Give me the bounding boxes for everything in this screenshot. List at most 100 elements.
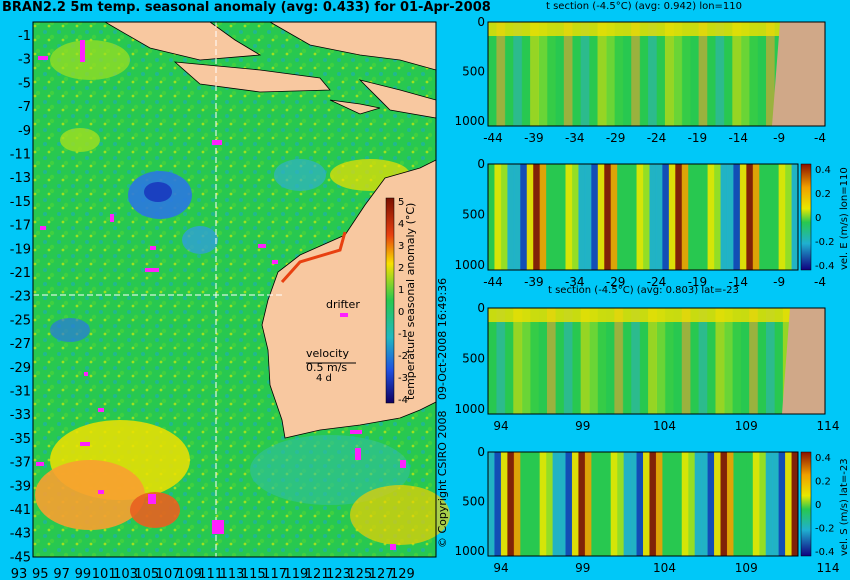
lon-tick-labels: 93 95 97 99 10110310510710911111311511711912…: [11, 567, 415, 580]
heatmap-cell: [631, 308, 641, 414]
heatmap-cell: [571, 164, 579, 270]
velocity-colorbar-tick: -0.2: [815, 524, 835, 535]
heatmap-cell: [578, 452, 586, 556]
x-tick-label: -19: [688, 131, 708, 145]
temp-colorbar-tick: 0: [398, 307, 404, 318]
heatmap-cell: [488, 22, 497, 126]
heatmap-cell: [668, 164, 676, 270]
heatmap-cell: [597, 22, 607, 126]
heatmap-cell: [578, 164, 586, 270]
heatmap-surface-layer: [488, 308, 825, 322]
heatmap-cell: [526, 164, 534, 270]
y-tick-label: 0: [477, 301, 485, 315]
heatmap-cell: [610, 452, 618, 556]
heatmap-cell: [636, 164, 644, 270]
heatmap-cell: [714, 164, 721, 270]
heatmap-cell: [759, 164, 767, 270]
section-land: [772, 22, 825, 126]
heatmap-cell: [546, 22, 556, 126]
heatmap-cell: [555, 308, 565, 414]
heatmap-cell: [739, 452, 747, 556]
heatmap-cell: [766, 308, 775, 414]
heatmap-cell: [530, 22, 540, 126]
x-tick-label: 94: [493, 419, 508, 433]
heatmap-cell: [723, 308, 733, 414]
heatmap-cell: [521, 308, 531, 414]
heatmap-cell: [785, 164, 793, 270]
lat-tick-label: -33: [10, 408, 31, 423]
lat-tick-label: -35: [10, 432, 31, 447]
warm-coast: [280, 231, 347, 284]
heatmap-cell: [539, 452, 547, 556]
lon-tick-label: 97: [53, 567, 70, 580]
y-tick-label: 500: [462, 65, 485, 79]
heatmap-cell: [740, 22, 750, 126]
heatmap-cell: [707, 22, 716, 126]
x-tick-label: 114: [817, 561, 840, 575]
map-frame: [32, 21, 437, 558]
x-tick-label: -9: [773, 131, 785, 145]
temp-colorbar-tick: 3: [398, 241, 404, 252]
velocity-colorbar-tick: 0.2: [815, 189, 831, 200]
x-tick-label: -24: [647, 275, 667, 289]
heatmap-cell: [715, 308, 725, 414]
lat-tick-label: -29: [10, 361, 31, 376]
lon-tick-label: 99: [75, 567, 92, 580]
heatmap-cell: [605, 308, 615, 414]
heatmap-cell: [752, 164, 760, 270]
x-tick-label: -9: [773, 275, 785, 289]
heatmap-cell: [604, 164, 612, 270]
heatmap-cell: [649, 452, 657, 556]
x-tick-label: 109: [735, 561, 758, 575]
heatmap-cell: [757, 308, 767, 414]
heatmap-cell: [655, 164, 663, 270]
heatmap-cell: [589, 308, 599, 414]
lat-tick-label: -31: [10, 385, 31, 400]
heatmap-cell: [513, 308, 523, 414]
velocity-colorbar-tick: -0.2: [815, 237, 835, 248]
x-tick-label: 104: [653, 419, 676, 433]
heatmap-cell: [765, 164, 773, 270]
heatmap-cell: [673, 22, 683, 126]
y-tick-label: 1000: [454, 114, 485, 128]
temp-colorbar-tick: -3: [398, 373, 408, 384]
heatmap-cell: [546, 452, 554, 556]
temp-colorbar-tick: -2: [398, 351, 408, 362]
velocity-colorbar-tick: 0.4: [815, 453, 831, 464]
lat-tick-label: -27: [10, 337, 31, 352]
section-land: [782, 308, 825, 414]
lon-tick-label: 107: [156, 567, 181, 580]
heatmap-cell: [688, 452, 696, 556]
heatmap-cell: [746, 164, 754, 270]
x-tick-label: 104: [653, 561, 676, 575]
heatmap-cell: [565, 164, 573, 270]
panel-frame: [487, 451, 799, 557]
lat-tick-label: -43: [10, 527, 31, 542]
heatmap-cell: [664, 308, 674, 414]
lon-tick-label: 113: [220, 567, 245, 580]
heatmap-cell: [732, 308, 742, 414]
heatmap-cell: [668, 452, 676, 556]
lat-tick-label: -25: [10, 313, 31, 328]
heatmap-cell: [591, 164, 599, 270]
temp-colorbar-tick: 5: [398, 197, 404, 208]
velocity-colorbar-tick: -0.4: [815, 547, 835, 558]
heatmap-cell: [513, 22, 523, 126]
heatmap-cell: [698, 22, 708, 126]
x-tick-label: -29: [606, 275, 626, 289]
heatmap-cell: [639, 308, 649, 414]
heatmap-cell: [673, 308, 683, 414]
temp-colorbar-tick: -4: [398, 395, 408, 406]
page-title: BRAN2.2 5m temp. seasonal anomaly (avg: …: [2, 0, 491, 15]
heatmap-cell: [538, 22, 548, 126]
heatmap-cell: [757, 22, 767, 126]
heatmap-cell: [488, 164, 495, 270]
heatmap-cell: [648, 22, 657, 126]
heatmap-surface-layer: [488, 22, 825, 36]
panel-frame: [487, 21, 826, 127]
velocity-legend-label: velocity: [306, 347, 349, 360]
heatmap-cell: [580, 308, 590, 414]
temp-colorbar-tick: 1: [398, 285, 404, 296]
heatmap-cell: [630, 452, 638, 556]
